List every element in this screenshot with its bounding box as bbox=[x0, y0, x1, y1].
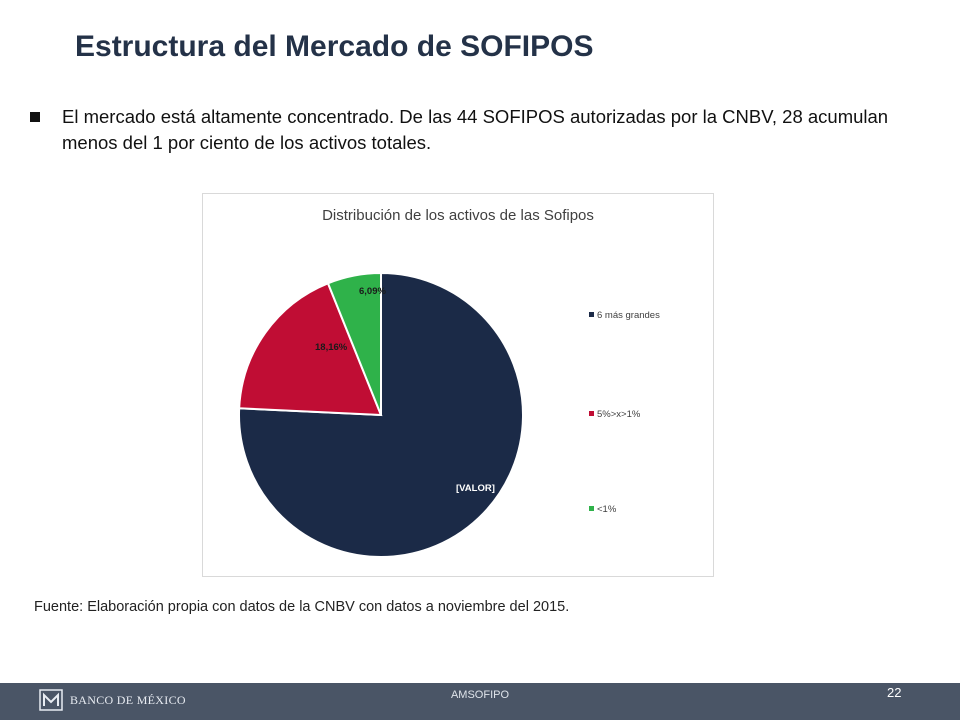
data-label-0: [VALOR] bbox=[456, 483, 495, 494]
chart-title: Distribución de los activos de las Sofip… bbox=[322, 207, 594, 224]
data-label-1: 18,16% bbox=[315, 342, 348, 353]
pie-slice-1 bbox=[238, 281, 383, 417]
banxico-logo-text: BANCO DE MÉXICO bbox=[70, 692, 186, 707]
square-bullet-icon bbox=[30, 112, 40, 122]
footer-center-text: AMSOFIPO bbox=[450, 689, 510, 701]
banxico-emblem-icon bbox=[39, 689, 63, 711]
legend-label-0: 6 más grandes bbox=[597, 310, 660, 321]
pie-slice-2 bbox=[326, 271, 382, 416]
legend-label-2: <1% bbox=[597, 504, 617, 515]
data-label-2: 6,09% bbox=[359, 286, 386, 297]
legend-swatch-2 bbox=[589, 506, 594, 511]
bullet-text: El mercado está altamente concentrado. D… bbox=[62, 106, 889, 153]
page-number: 22 bbox=[887, 685, 902, 700]
source-note: Fuente: Elaboración propia con datos de … bbox=[34, 599, 570, 615]
legend-swatch-1 bbox=[589, 411, 594, 416]
banxico-logo: BANCO DE MÉXICO bbox=[38, 687, 186, 713]
bullet-point: El mercado está altamente concentrado. D… bbox=[30, 104, 890, 156]
pie-chart: Distribución de los activos de las Sofip… bbox=[202, 193, 714, 577]
slide-title: Estructura del Mercado de SOFIPOS bbox=[75, 30, 594, 63]
footer-bar: BANCO DE MÉXICO AMSOFIPO 22 bbox=[0, 683, 960, 720]
legend-label-1: 5%>x>1% bbox=[597, 409, 641, 420]
legend-swatch-0 bbox=[589, 312, 594, 317]
pie-chart-canvas: [VALOR] 18,16% 6,09% 6 más grandes 5%>x>1% <1… bbox=[238, 271, 660, 558]
